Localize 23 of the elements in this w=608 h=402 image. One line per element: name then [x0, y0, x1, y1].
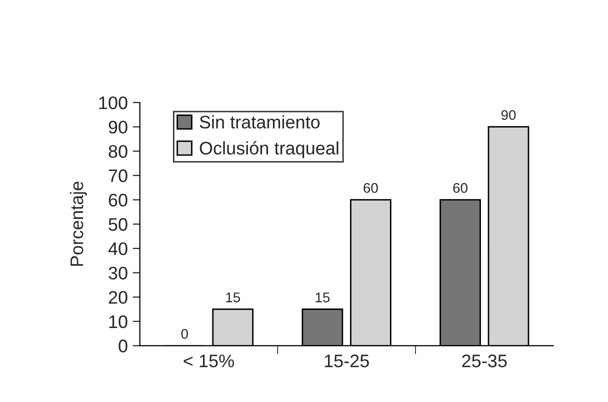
y-tick-label: 30	[108, 266, 128, 280]
data-label: 15	[226, 292, 240, 302]
legend-label: Sin tratamiento	[200, 115, 320, 129]
y-tick-label: 80	[108, 145, 128, 158]
data-label: 15	[316, 292, 330, 302]
data-label: 0	[181, 328, 188, 339]
y-tick-label: 50	[108, 218, 128, 231]
x-tick-label: 25-35	[462, 354, 507, 368]
y-tick-label: 0	[118, 340, 128, 352]
y-tick-label: 60	[108, 194, 128, 207]
data-label: 60	[364, 183, 378, 193]
x-tick-label: 15-25	[324, 354, 369, 368]
data-label: 60	[453, 183, 468, 193]
x-tick-label: < 15%	[184, 354, 234, 368]
legend-label: Oclusión traqueal	[200, 141, 338, 158]
y-tick-label: 20	[108, 291, 128, 304]
y-tick-label: 40	[108, 242, 128, 256]
y-tick-label: 10	[109, 315, 128, 328]
y-tick-label: 100	[99, 96, 128, 110]
y-axis-title: Porcentaje	[70, 182, 87, 266]
y-tick-label: 70	[108, 169, 128, 182]
y-tick-label: 90	[108, 120, 128, 134]
data-label: 90	[501, 110, 516, 120]
